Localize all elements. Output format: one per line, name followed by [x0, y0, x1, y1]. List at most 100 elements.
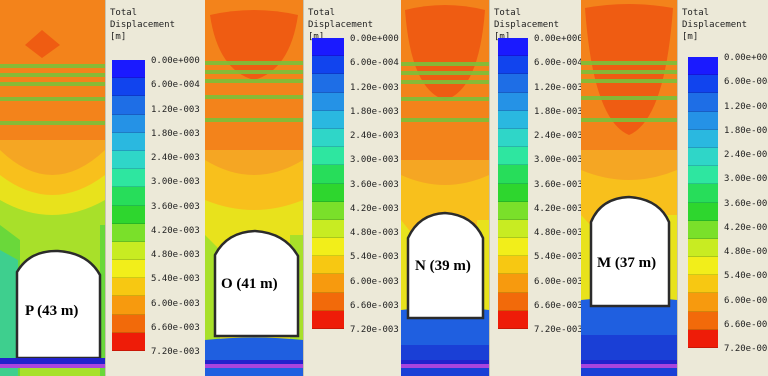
legend-tick-label: 5.40e-003	[724, 271, 768, 282]
legend-color-swatch	[312, 110, 344, 129]
legend-color-swatch	[112, 260, 145, 279]
legend-tick-label: 4.20e-003	[534, 203, 583, 214]
legend-tick-label: 1.20e-003	[350, 82, 399, 93]
legend-color-swatch	[688, 111, 718, 130]
panel-p: P (43 m) Total Displacement [m] 0.00e+00…	[0, 0, 205, 376]
panel-m: M (37 m) Total Displacement [m] 0.00e+00…	[581, 0, 768, 376]
legend-tick-label: 2.40e-003	[534, 131, 583, 142]
legend-color-swatch	[312, 56, 344, 75]
legend-color-swatch	[688, 311, 718, 330]
legend-tick-label: 1.20e-003	[151, 104, 200, 115]
legend-tick-label: 1.80e-003	[151, 128, 200, 139]
legend-color-swatch	[498, 183, 528, 202]
legend-color-bar	[312, 38, 344, 329]
legend-title-line2: Displacement	[110, 20, 176, 30]
legend-color-swatch	[312, 274, 344, 293]
legend-color-swatch	[112, 278, 145, 297]
legend-color-swatch	[498, 147, 528, 166]
legend-tick-label: 1.20e-003	[534, 82, 583, 93]
legend-color-swatch	[498, 74, 528, 93]
legend-tick-label: 4.20e-003	[724, 222, 768, 233]
legend-color-swatch	[112, 205, 145, 224]
legend-color-swatch	[498, 165, 528, 184]
contour-plot-p	[0, 0, 105, 376]
legend-tick-label: 6.00e-003	[534, 276, 583, 287]
panel-n: N (39 m) Total Displacement [m] 0.00e+00…	[401, 0, 583, 376]
contour-plot-o	[205, 0, 303, 376]
legend-color-swatch	[312, 38, 344, 57]
legend-tick-label: 6.00e-004	[534, 58, 583, 69]
legend-color-swatch	[112, 96, 145, 115]
legend-color-swatch	[498, 256, 528, 275]
legend-color-swatch	[498, 38, 528, 57]
legend-tick-label: 6.00e-003	[151, 298, 200, 309]
legend-color-swatch	[688, 93, 718, 112]
legend-title-line3: [m]	[494, 32, 511, 42]
legend-tick-label: 3.60e-003	[534, 179, 583, 190]
legend-color-swatch	[112, 169, 145, 188]
legend-tick-label: 7.20e-003	[350, 325, 399, 336]
legend-tick-label: 3.00e-003	[724, 174, 768, 185]
legend-tick-label: 5.40e-003	[151, 274, 200, 285]
panel-o: O (41 m) Total Displacement [m] 0.00e+00…	[205, 0, 401, 376]
legend-m: Total Displacement [m] 0.00e+000 6.00e-00…	[677, 0, 768, 376]
legend-color-swatch	[312, 201, 344, 220]
legend-title-line1: Total	[308, 8, 336, 18]
legend-tick-label: 3.60e-003	[350, 179, 399, 190]
legend-tick-label: 4.20e-003	[350, 203, 399, 214]
legend-title-line1: Total	[494, 8, 522, 18]
legend-color-bar	[112, 60, 145, 351]
legend-color-swatch	[688, 147, 718, 167]
contour-plot-n	[401, 0, 489, 376]
legend-color-swatch	[688, 329, 718, 348]
legend-tick-label: 3.00e-003	[151, 177, 200, 188]
legend-tick-label: 6.60e-003	[350, 300, 399, 311]
legend-color-swatch	[312, 165, 344, 184]
legend-color-swatch	[688, 238, 718, 258]
legend-title-line2: Displacement	[308, 20, 374, 30]
legend-n: Total Displacement [m] 0.00e+000 6.00e-00…	[489, 0, 583, 376]
legend-color-bar	[688, 57, 718, 348]
legend-color-swatch	[312, 147, 344, 166]
legend-color-swatch	[312, 92, 344, 111]
legend-tick-label: 6.00e-004	[151, 80, 200, 91]
legend-tick-label: 6.00e-003	[724, 295, 768, 306]
legend-color-swatch	[112, 187, 145, 206]
legend-color-swatch	[498, 219, 528, 239]
legend-color-swatch	[312, 183, 344, 202]
legend-title-line3: [m]	[682, 32, 699, 42]
legend-color-swatch	[112, 241, 145, 261]
legend-tick-label: 7.20e-003	[151, 347, 200, 358]
legend-color-swatch	[688, 184, 718, 203]
legend-color-swatch	[112, 314, 145, 333]
legend-p: Total Displacement [m] 0.00e+000 6.00e-00…	[105, 0, 205, 376]
legend-color-swatch	[688, 129, 718, 148]
legend-tick-label: 4.80e-003	[534, 228, 583, 239]
legend-title-line1: Total	[110, 8, 138, 18]
case-label-m: M (37 m)	[597, 255, 657, 271]
legend-tick-label: 6.60e-003	[151, 322, 200, 333]
legend-tick-label: 7.20e-003	[534, 325, 583, 336]
legend-title-line2: Displacement	[494, 20, 560, 30]
legend-color-swatch	[688, 275, 718, 294]
legend-title-line2: Displacement	[682, 20, 748, 30]
legend-color-swatch	[112, 132, 145, 151]
legend-color-swatch	[112, 223, 145, 242]
legend-tick-label: 3.60e-003	[151, 201, 200, 212]
legend-tick-label: 0.00e+000	[534, 34, 583, 44]
legend-tick-label: 6.00e-004	[350, 58, 399, 69]
legend-tick-label: 1.80e-003	[724, 125, 768, 136]
legend-tick-label: 2.40e-003	[151, 153, 200, 164]
legend-color-swatch	[112, 114, 145, 133]
legend-color-swatch	[312, 292, 344, 311]
legend-tick-label: 0.00e+000	[724, 53, 768, 63]
legend-tick-label: 2.40e-003	[350, 131, 399, 142]
legend-color-bar	[498, 38, 528, 329]
legend-color-swatch	[498, 310, 528, 329]
legend-color-swatch	[312, 238, 344, 257]
legend-tick-label: 0.00e+000	[350, 34, 399, 44]
legend-tick-label: 0.00e+000	[151, 56, 200, 66]
legend-tick-label: 5.40e-003	[350, 252, 399, 263]
legend-color-swatch	[688, 293, 718, 312]
legend-title-line1: Total	[682, 8, 710, 18]
